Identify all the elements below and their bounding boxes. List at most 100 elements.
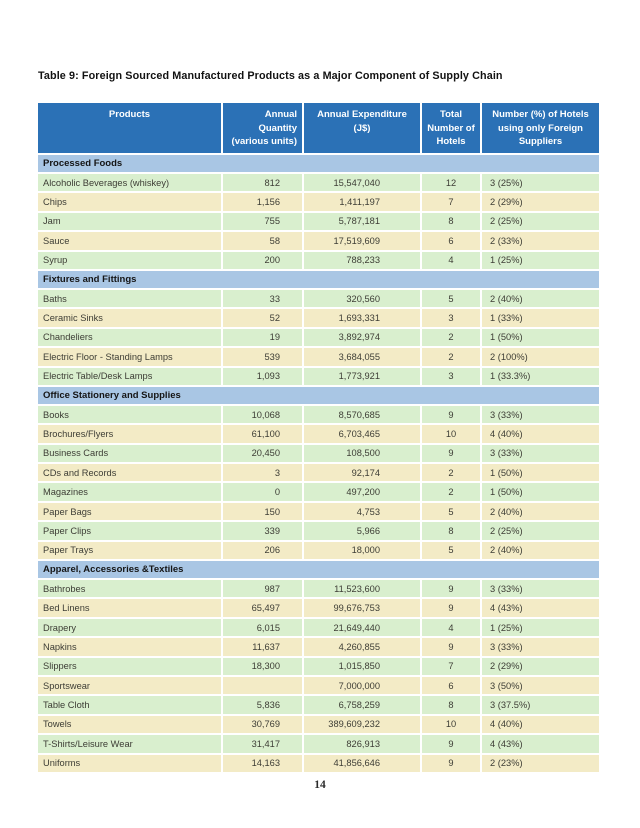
cell-foreign-suppliers: 1 (50%) [482,328,601,349]
table-row: Electric Floor - Standing Lamps 539 3,684,… [38,348,601,368]
cell-product: Sportswear [38,676,223,697]
cell-total-hotels: 9 [422,405,482,426]
header-annual-quantity: Annual Quantity (various units) [223,103,304,155]
cell-foreign-suppliers: 4 (40%) [482,425,601,445]
cell-total-hotels: 8 [422,696,482,716]
cell-foreign-suppliers: 3 (25%) [482,174,601,194]
section-title: Fixtures and Fittings [38,270,601,290]
cell-annual-expenditure: 5,966 [304,522,422,542]
table-row: Sportswear 7,000,000 6 3 (50%) [38,676,601,697]
cell-total-hotels: 9 [422,599,482,619]
section-row: Office Stationery and Supplies [38,386,601,406]
table-row: Slippers 18,300 1,015,850 7 2 (29%) [38,657,601,677]
cell-foreign-suppliers: 3 (33%) [482,638,601,658]
cell-total-hotels: 12 [422,174,482,194]
table-row: Table Cloth 5,836 6,758,259 8 3 (37.5%) [38,696,601,716]
cell-product: Uniforms [38,754,223,774]
cell-product: Napkins [38,638,223,658]
cell-total-hotels: 2 [422,464,482,484]
cell-product: Chandeliers [38,328,223,349]
cell-total-hotels: 3 [422,367,482,387]
cell-annual-quantity: 200 [223,251,304,271]
table-row: Alcoholic Beverages (whiskey) 812 15,547,0… [38,174,601,194]
cell-annual-expenditure: 497,200 [304,483,422,503]
cell-annual-quantity: 52 [223,309,304,329]
table-row: Ceramic Sinks 52 1,693,331 3 1 (33%) [38,309,601,329]
cell-foreign-suppliers: 4 (40%) [482,715,601,736]
table-row: Bathrobes 987 11,523,600 9 3 (33%) [38,580,601,600]
header-annual-expenditure: Annual Expenditure (J$) [304,103,422,155]
cell-foreign-suppliers: 3 (33%) [482,580,601,600]
table-body: Processed Foods Alcoholic Beverages (whis… [38,155,601,774]
cell-total-hotels: 2 [422,348,482,368]
table-row: Chandeliers 19 3,892,974 2 1 (50%) [38,328,601,349]
cell-annual-quantity: 1,156 [223,193,304,213]
cell-annual-expenditure: 18,000 [304,541,422,562]
table-row: Jam 755 5,787,181 8 2 (25%) [38,212,601,233]
cell-annual-expenditure: 41,856,646 [304,754,422,774]
cell-annual-expenditure: 7,000,000 [304,676,422,697]
cell-product: Paper Clips [38,522,223,542]
table-row: Towels 30,769 389,609,232 10 4 (40%) [38,715,601,736]
cell-annual-expenditure: 5,787,181 [304,212,422,233]
header-foreign-suppliers: Number (%) of Hotels using only Foreign … [482,103,601,155]
header-products: Products [38,103,223,155]
table-row: Uniforms 14,163 41,856,646 9 2 (23%) [38,754,601,774]
cell-product: Slippers [38,657,223,677]
table-row: Paper Trays 206 18,000 5 2 (40%) [38,541,601,562]
table-row: Magazines 0 497,200 2 1 (50%) [38,483,601,503]
cell-annual-expenditure: 788,233 [304,251,422,271]
cell-product: Sauce [38,232,223,252]
cell-annual-quantity: 6,015 [223,618,304,639]
cell-annual-expenditure: 826,913 [304,735,422,755]
table-row: T-Shirts/Leisure Wear 31,417 826,913 9 4 (43… [38,735,601,755]
cell-total-hotels: 7 [422,193,482,213]
cell-annual-quantity: 339 [223,522,304,542]
cell-foreign-suppliers: 4 (43%) [482,599,601,619]
cell-foreign-suppliers: 3 (50%) [482,676,601,697]
cell-product: Brochures/Flyers [38,425,223,445]
cell-total-hotels: 6 [422,676,482,697]
cell-annual-quantity: 31,417 [223,735,304,755]
cell-total-hotels: 5 [422,289,482,310]
cell-total-hotels: 9 [422,444,482,465]
cell-total-hotels: 4 [422,618,482,639]
cell-product: Bathrobes [38,580,223,600]
cell-product: Table Cloth [38,696,223,716]
cell-annual-quantity: 10,068 [223,405,304,426]
cell-total-hotels: 10 [422,715,482,736]
cell-foreign-suppliers: 1 (25%) [482,618,601,639]
header-row: Products Annual Quantity (various units)… [38,103,601,155]
page-number: 14 [314,779,326,791]
cell-foreign-suppliers: 2 (33%) [482,232,601,252]
cell-annual-quantity: 19 [223,328,304,349]
cell-annual-expenditure: 1,773,921 [304,367,422,387]
cell-annual-quantity: 206 [223,541,304,562]
section-row: Apparel, Accessories &Textiles [38,561,601,581]
table-row: Sauce 58 17,519,609 6 2 (33%) [38,232,601,252]
cell-annual-expenditure: 92,174 [304,464,422,484]
cell-foreign-suppliers: 2 (25%) [482,212,601,233]
table-row: Syrup 200 788,233 4 1 (25%) [38,251,601,271]
cell-product: Paper Bags [38,502,223,523]
cell-foreign-suppliers: 1 (50%) [482,464,601,484]
cell-annual-quantity: 14,163 [223,754,304,774]
cell-product: Books [38,405,223,426]
supply-chain-table: Products Annual Quantity (various units)… [38,103,601,774]
cell-foreign-suppliers: 1 (25%) [482,251,601,271]
cell-foreign-suppliers: 1 (50%) [482,483,601,503]
cell-product: Electric Table/Desk Lamps [38,367,223,387]
cell-annual-expenditure: 4,753 [304,502,422,523]
cell-total-hotels: 8 [422,522,482,542]
cell-foreign-suppliers: 3 (37.5%) [482,696,601,716]
cell-product: Business Cards [38,444,223,465]
table-row: Chips 1,156 1,411,197 7 2 (29%) [38,193,601,213]
section-title: Office Stationery and Supplies [38,386,601,406]
cell-annual-expenditure: 8,570,685 [304,405,422,426]
cell-total-hotels: 7 [422,657,482,677]
cell-product: Drapery [38,618,223,639]
cell-annual-quantity: 65,497 [223,599,304,619]
table-title: Table 9: Foreign Sourced Manufactured Pr… [38,70,503,82]
cell-annual-quantity: 812 [223,174,304,194]
